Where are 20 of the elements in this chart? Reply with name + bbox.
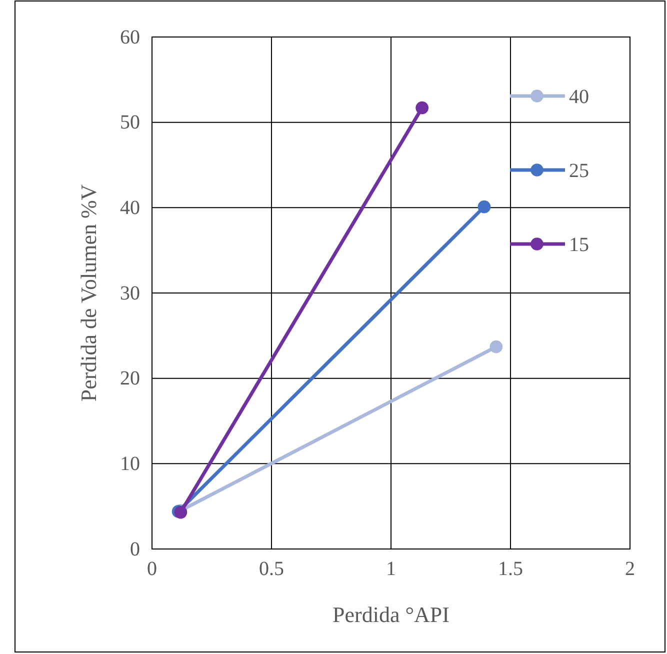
x-tick-label: 2: [625, 558, 635, 580]
legend-label: 15: [569, 234, 589, 256]
point: [490, 340, 503, 354]
point: [478, 200, 491, 214]
x-tick-label: 0.5: [259, 558, 284, 580]
y-tick-label: 60: [120, 26, 140, 48]
y-tick-label: 10: [120, 453, 140, 476]
point: [416, 101, 429, 114]
y-tick-label: 50: [120, 112, 140, 134]
legend-label: 25: [569, 160, 589, 182]
y-tick-label: 0: [130, 538, 140, 560]
legend-label: 40: [569, 86, 589, 108]
x-tick-label: 1.5: [498, 558, 523, 580]
y-tick-label: 40: [120, 197, 140, 220]
x-axis-title: Perdida °API: [332, 602, 450, 627]
y-axis-title: Perdida de Volumen %V: [76, 184, 101, 402]
y-tick-label: 30: [120, 282, 140, 304]
x-tick-label: 1: [386, 558, 396, 580]
x-tick-label: 0: [147, 558, 157, 580]
y-tick-label: 20: [120, 368, 140, 390]
